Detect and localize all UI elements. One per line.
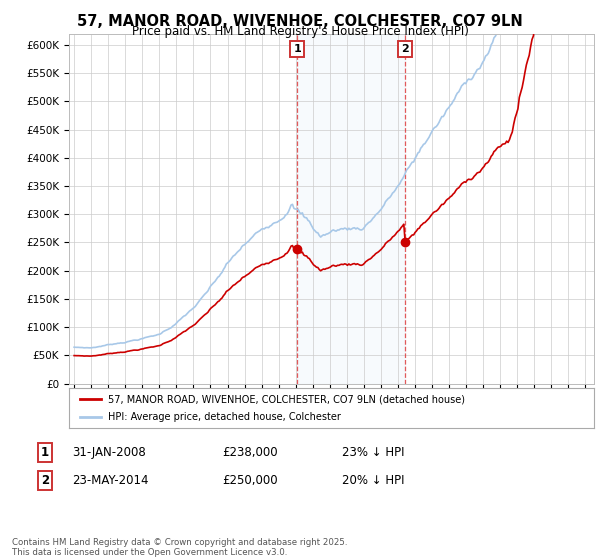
Text: 23% ↓ HPI: 23% ↓ HPI [342,446,404,459]
Text: 2: 2 [41,474,49,487]
Text: 1: 1 [41,446,49,459]
Text: 2: 2 [401,44,409,54]
Text: 57, MANOR ROAD, WIVENHOE, COLCHESTER, CO7 9LN (detached house): 57, MANOR ROAD, WIVENHOE, COLCHESTER, CO… [109,394,466,404]
Text: Price paid vs. HM Land Registry's House Price Index (HPI): Price paid vs. HM Land Registry's House … [131,25,469,38]
Text: 20% ↓ HPI: 20% ↓ HPI [342,474,404,487]
Text: 31-JAN-2008: 31-JAN-2008 [72,446,146,459]
Text: 23-MAY-2014: 23-MAY-2014 [72,474,149,487]
Text: £238,000: £238,000 [222,446,278,459]
Text: £250,000: £250,000 [222,474,278,487]
Bar [297,34,404,384]
Text: 57, MANOR ROAD, WIVENHOE, COLCHESTER, CO7 9LN: 57, MANOR ROAD, WIVENHOE, COLCHESTER, CO… [77,14,523,29]
Text: Contains HM Land Registry data © Crown copyright and database right 2025.
This d: Contains HM Land Registry data © Crown c… [12,538,347,557]
Text: 1: 1 [293,44,301,54]
Text: HPI: Average price, detached house, Colchester: HPI: Average price, detached house, Colc… [109,412,341,422]
